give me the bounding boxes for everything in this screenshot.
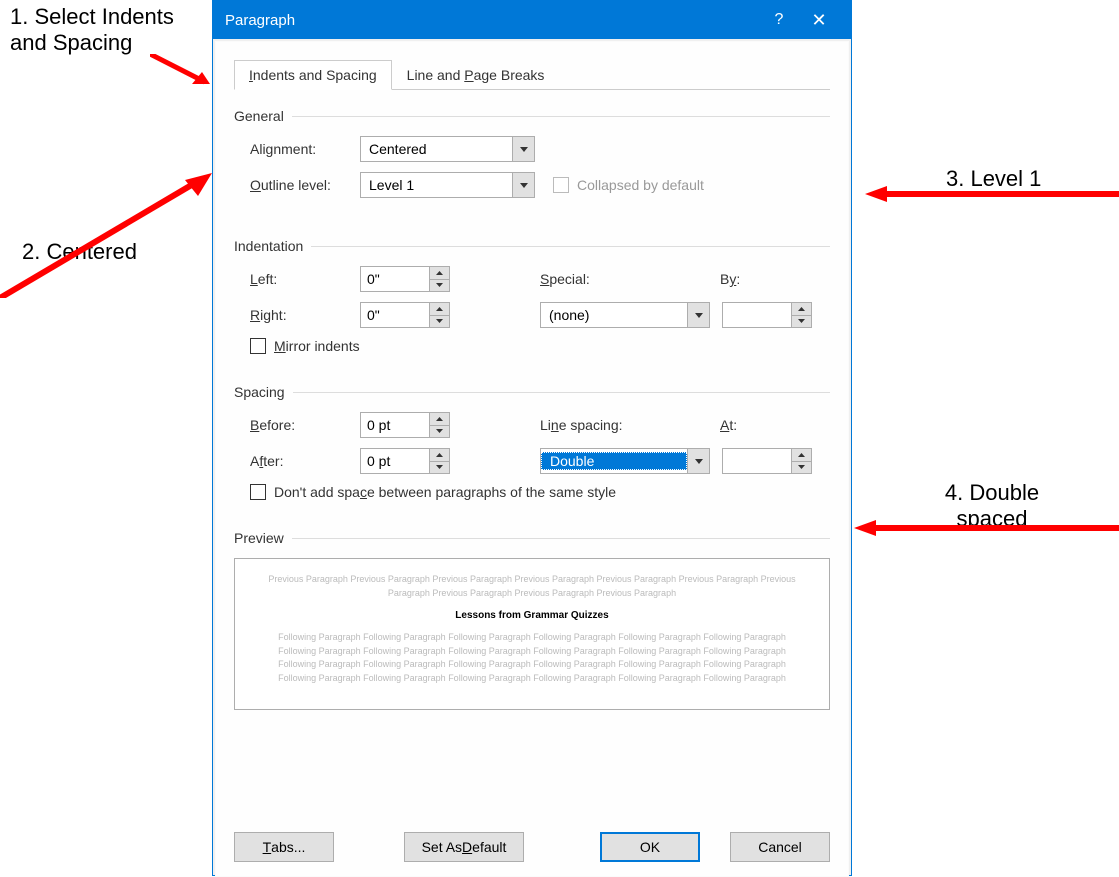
spinner-buttons[interactable]	[429, 449, 449, 473]
alignment-combo[interactable]: Centered	[360, 136, 535, 162]
spinner-up-icon[interactable]	[792, 449, 811, 462]
spinner-down-icon[interactable]	[792, 316, 811, 328]
ok-button[interactable]: OK	[600, 832, 700, 862]
spinner-buttons[interactable]	[429, 413, 449, 437]
tab-bar: Indents and Spacing Line and Page Breaks	[234, 60, 830, 90]
spinner-buttons[interactable]	[429, 267, 449, 291]
alignment-value: Centered	[361, 141, 512, 157]
spinner-buttons[interactable]	[429, 303, 449, 327]
arrow-4-icon	[854, 518, 1119, 538]
close-icon[interactable]: ✕	[799, 10, 839, 31]
left-indent-spinner[interactable]: 0"	[360, 266, 450, 292]
set-as-default-button[interactable]: Set As Default	[404, 832, 524, 862]
dont-add-space-checkbox[interactable]: Don't add space between paragraphs of th…	[250, 484, 616, 500]
mirror-indents-label: Mirror indents	[274, 338, 360, 354]
linespacing-label: Line spacing:	[540, 417, 720, 433]
section-general-header: General	[234, 108, 830, 124]
arrow-1-icon	[150, 54, 220, 94]
button-row: Tabs... Set As Default OK Cancel	[234, 832, 830, 862]
chevron-down-icon[interactable]	[687, 303, 709, 327]
left-indent-label: Left:	[250, 271, 360, 287]
tabs-button[interactable]: Tabs...	[234, 832, 334, 862]
preview-previous-text: Previous Paragraph Previous Paragraph Pr…	[263, 573, 801, 600]
special-combo[interactable]: (none)	[540, 302, 710, 328]
spinner-up-icon[interactable]	[430, 303, 449, 316]
preview-box: Previous Paragraph Previous Paragraph Pr…	[234, 558, 830, 710]
collapsed-label: Collapsed by default	[577, 177, 704, 193]
by-spinner[interactable]	[722, 302, 812, 328]
paragraph-dialog: Paragraph ? ✕ Indents and Spacing Line a…	[212, 0, 852, 876]
dont-add-space-label: Don't add space between paragraphs of th…	[274, 484, 616, 500]
chevron-down-icon[interactable]	[512, 137, 534, 161]
special-value: (none)	[541, 307, 687, 323]
spinner-down-icon[interactable]	[792, 462, 811, 474]
annotation-1: 1. Select Indents and Spacing	[10, 4, 210, 56]
outline-value: Level 1	[361, 177, 512, 193]
dialog-content: Indents and Spacing Line and Page Breaks…	[215, 41, 849, 877]
spinner-buttons[interactable]	[791, 449, 811, 473]
spinner-up-icon[interactable]	[430, 449, 449, 462]
spinner-up-icon[interactable]	[792, 303, 811, 316]
before-label: Before:	[250, 417, 360, 433]
tab-indents-spacing[interactable]: Indents and Spacing	[234, 60, 392, 90]
titlebar: Paragraph ? ✕	[213, 1, 851, 39]
linespacing-value: Double	[541, 452, 687, 470]
outline-combo[interactable]: Level 1	[360, 172, 535, 198]
chevron-down-icon[interactable]	[687, 449, 709, 473]
right-indent-spinner[interactable]: 0"	[360, 302, 450, 328]
spinner-down-icon[interactable]	[430, 280, 449, 292]
before-spinner[interactable]: 0 pt	[360, 412, 450, 438]
linespacing-combo[interactable]: Double	[540, 448, 710, 474]
after-spinner[interactable]: 0 pt	[360, 448, 450, 474]
section-general: General Alignment: Centered Outline leve…	[234, 108, 830, 198]
by-label: By:	[720, 271, 740, 287]
outline-label: Outline level:	[250, 177, 360, 193]
spinner-down-icon[interactable]	[430, 426, 449, 438]
at-value	[723, 449, 791, 473]
special-label: Special:	[540, 271, 720, 287]
arrow-2-icon	[0, 168, 220, 298]
before-value: 0 pt	[361, 413, 429, 437]
alignment-label: Alignment:	[250, 141, 360, 157]
spinner-up-icon[interactable]	[430, 413, 449, 426]
section-preview: Preview Previous Paragraph Previous Para…	[234, 530, 830, 710]
spinner-down-icon[interactable]	[430, 462, 449, 474]
spinner-buttons[interactable]	[791, 303, 811, 327]
section-spacing-header: Spacing	[234, 384, 830, 400]
checkbox-icon	[250, 338, 266, 354]
tab-line-page-breaks[interactable]: Line and Page Breaks	[392, 60, 560, 89]
section-indentation-header: Indentation	[234, 238, 830, 254]
mirror-indents-checkbox[interactable]: Mirror indents	[250, 338, 360, 354]
spinner-down-icon[interactable]	[430, 316, 449, 328]
section-preview-header: Preview	[234, 530, 830, 546]
collapsed-checkbox: Collapsed by default	[553, 177, 704, 193]
section-indentation: Indentation Left: 0" Special: By: Right:…	[234, 238, 830, 354]
preview-sample-text: Lessons from Grammar Quizzes	[263, 610, 801, 621]
left-indent-value: 0"	[361, 267, 429, 291]
after-value: 0 pt	[361, 449, 429, 473]
arrow-3-icon	[865, 184, 1119, 204]
at-label: At:	[720, 417, 737, 433]
dialog-title: Paragraph	[225, 12, 759, 29]
help-icon[interactable]: ?	[759, 11, 799, 29]
at-spinner[interactable]	[722, 448, 812, 474]
by-value	[723, 303, 791, 327]
right-indent-label: Right:	[250, 307, 360, 323]
checkbox-icon	[250, 484, 266, 500]
preview-following-text: Following Paragraph Following Paragraph …	[263, 631, 801, 685]
chevron-down-icon[interactable]	[512, 173, 534, 197]
right-indent-value: 0"	[361, 303, 429, 327]
section-spacing: Spacing Before: 0 pt Line spacing: At: A…	[234, 384, 830, 500]
cancel-button[interactable]: Cancel	[730, 832, 830, 862]
spinner-up-icon[interactable]	[430, 267, 449, 280]
checkbox-icon	[553, 177, 569, 193]
after-label: After:	[250, 453, 360, 469]
